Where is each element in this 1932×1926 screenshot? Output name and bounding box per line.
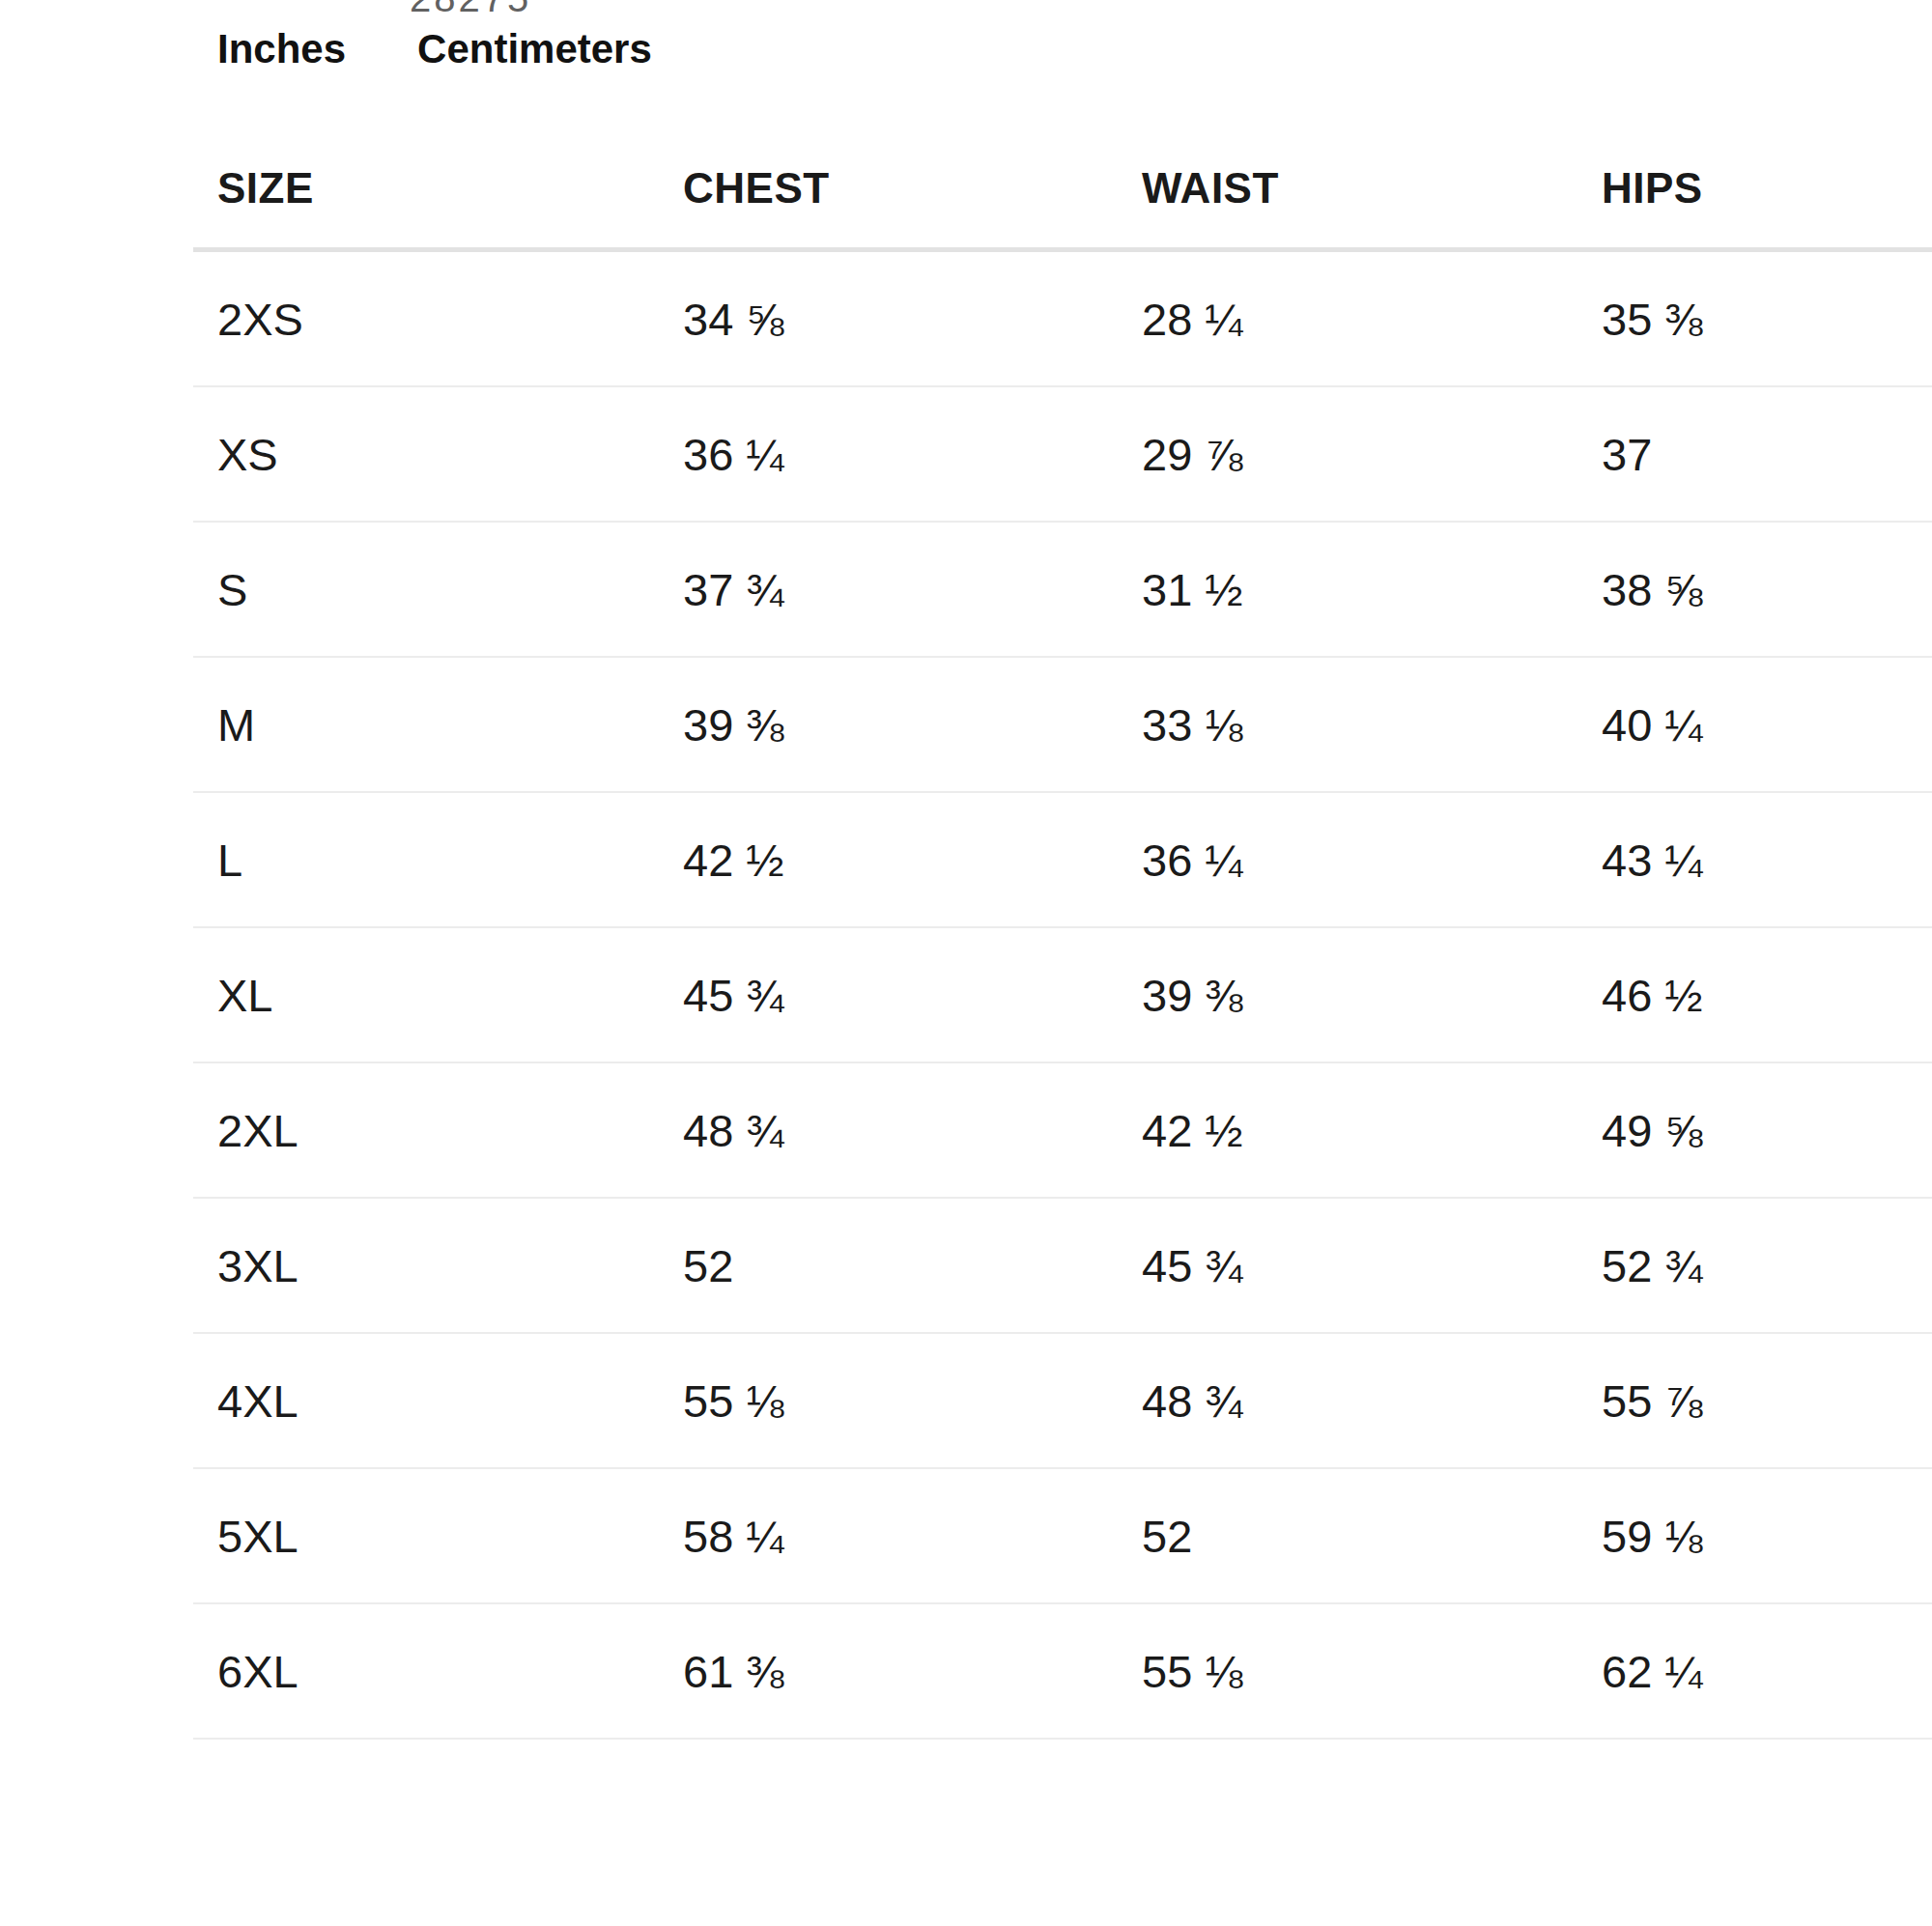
waist-cell: 52 — [1142, 1510, 1602, 1563]
waist-cell: 48 ¾ — [1142, 1374, 1602, 1428]
waist-cell: 42 ½ — [1142, 1104, 1602, 1157]
size-cell: 2XS — [193, 293, 683, 346]
table-row: 6XL 61 ⅜ 55 ⅛ 62 ¼ — [193, 1604, 1932, 1740]
size-chart-table: SIZE CHEST WAIST HIPS 2XS 34 ⅝ 28 ¼ 35 ⅜… — [193, 128, 1932, 1740]
size-cell: 3XL — [193, 1239, 683, 1292]
chest-cell: 36 ¼ — [683, 428, 1142, 481]
table-row: 3XL 52 45 ¾ 52 ¾ — [193, 1199, 1932, 1334]
chest-cell: 34 ⅝ — [683, 293, 1142, 346]
size-cell: 4XL — [193, 1374, 683, 1428]
waist-cell: 28 ¼ — [1142, 293, 1602, 346]
chest-cell: 55 ⅛ — [683, 1374, 1142, 1428]
table-row: M 39 ⅜ 33 ⅛ 40 ¼ — [193, 658, 1932, 793]
table-header-row: SIZE CHEST WAIST HIPS — [193, 128, 1932, 252]
hips-cell: 55 ⅞ — [1602, 1374, 1932, 1428]
waist-cell: 45 ¾ — [1142, 1239, 1602, 1292]
size-cell: 2XL — [193, 1104, 683, 1157]
size-cell: L — [193, 834, 683, 887]
size-cell: M — [193, 698, 683, 751]
tab-centimeters[interactable]: Centimeters — [417, 27, 652, 71]
hips-cell: 52 ¾ — [1602, 1239, 1932, 1292]
chest-cell: 45 ¾ — [683, 969, 1142, 1022]
hips-cell: 59 ⅛ — [1602, 1510, 1932, 1563]
table-row: 2XL 48 ¾ 42 ½ 49 ⅝ — [193, 1063, 1932, 1199]
chest-cell: 37 ¾ — [683, 563, 1142, 616]
hips-cell: 40 ¼ — [1602, 698, 1932, 751]
size-cell: S — [193, 563, 683, 616]
table-row: XL 45 ¾ 39 ⅜ 46 ½ — [193, 928, 1932, 1063]
size-cell: XL — [193, 969, 683, 1022]
table-row: XS 36 ¼ 29 ⅞ 37 — [193, 387, 1932, 523]
hips-cell: 37 — [1602, 428, 1932, 481]
size-cell: 6XL — [193, 1645, 683, 1698]
waist-cell: 33 ⅛ — [1142, 698, 1602, 751]
size-cell: 5XL — [193, 1510, 683, 1563]
hips-cell: 62 ¼ — [1602, 1645, 1932, 1698]
table-row: L 42 ½ 36 ¼ 43 ¼ — [193, 793, 1932, 928]
waist-cell: 36 ¼ — [1142, 834, 1602, 887]
size-cell: XS — [193, 428, 683, 481]
chest-cell: 58 ¼ — [683, 1510, 1142, 1563]
column-header-waist: WAIST — [1142, 164, 1602, 212]
waist-cell: 55 ⅛ — [1142, 1645, 1602, 1698]
hips-cell: 38 ⅝ — [1602, 563, 1932, 616]
table-row: 4XL 55 ⅛ 48 ¾ 55 ⅞ — [193, 1334, 1932, 1469]
hips-cell: 35 ⅜ — [1602, 293, 1932, 346]
size-guide-page: 28275 Inches Centimeters SIZE CHEST WAIS… — [0, 0, 1932, 1926]
table-row: S 37 ¾ 31 ½ 38 ⅝ — [193, 523, 1932, 658]
waist-cell: 39 ⅜ — [1142, 969, 1602, 1022]
tab-inches[interactable]: Inches — [217, 27, 346, 71]
waist-cell: 29 ⅞ — [1142, 428, 1602, 481]
truncated-product-code: 28275 — [410, 0, 531, 17]
chest-cell: 42 ½ — [683, 834, 1142, 887]
chest-cell: 48 ¾ — [683, 1104, 1142, 1157]
table-row: 2XS 34 ⅝ 28 ¼ 35 ⅜ — [193, 252, 1932, 387]
column-header-chest: CHEST — [683, 164, 1142, 212]
chest-cell: 39 ⅜ — [683, 698, 1142, 751]
column-header-size: SIZE — [193, 164, 683, 212]
table-body: 2XS 34 ⅝ 28 ¼ 35 ⅜ XS 36 ¼ 29 ⅞ 37 S 37 … — [193, 252, 1932, 1740]
hips-cell: 46 ½ — [1602, 969, 1932, 1022]
waist-cell: 31 ½ — [1142, 563, 1602, 616]
hips-cell: 43 ¼ — [1602, 834, 1932, 887]
unit-toggle: Inches Centimeters — [217, 27, 652, 71]
chest-cell: 52 — [683, 1239, 1142, 1292]
chest-cell: 61 ⅜ — [683, 1645, 1142, 1698]
hips-cell: 49 ⅝ — [1602, 1104, 1932, 1157]
table-row: 5XL 58 ¼ 52 59 ⅛ — [193, 1469, 1932, 1604]
column-header-hips: HIPS — [1602, 164, 1932, 212]
